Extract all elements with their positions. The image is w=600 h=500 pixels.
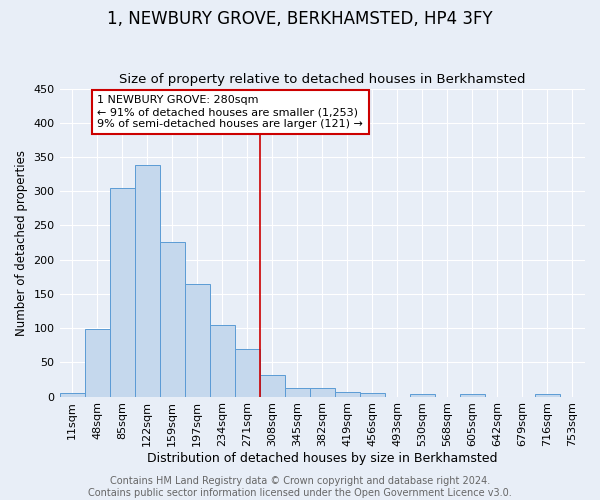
Bar xyxy=(410,394,435,396)
X-axis label: Distribution of detached houses by size in Berkhamsted: Distribution of detached houses by size … xyxy=(147,452,497,465)
Bar xyxy=(59,393,85,396)
Text: Contains HM Land Registry data © Crown copyright and database right 2024.
Contai: Contains HM Land Registry data © Crown c… xyxy=(88,476,512,498)
Bar xyxy=(209,324,235,396)
Text: 1, NEWBURY GROVE, BERKHAMSTED, HP4 3FY: 1, NEWBURY GROVE, BERKHAMSTED, HP4 3FY xyxy=(107,10,493,28)
Bar xyxy=(85,329,110,396)
Bar xyxy=(185,284,209,397)
Title: Size of property relative to detached houses in Berkhamsted: Size of property relative to detached ho… xyxy=(119,73,526,86)
Bar xyxy=(335,392,360,396)
Bar xyxy=(360,393,385,396)
Bar xyxy=(310,388,335,396)
Bar xyxy=(160,242,185,396)
Bar xyxy=(285,388,310,396)
Bar xyxy=(460,394,485,396)
Bar xyxy=(235,348,260,397)
Bar xyxy=(535,394,560,396)
Bar xyxy=(134,165,160,396)
Bar xyxy=(260,374,285,396)
Text: 1 NEWBURY GROVE: 280sqm
← 91% of detached houses are smaller (1,253)
9% of semi-: 1 NEWBURY GROVE: 280sqm ← 91% of detache… xyxy=(97,96,363,128)
Bar xyxy=(110,188,134,396)
Y-axis label: Number of detached properties: Number of detached properties xyxy=(15,150,28,336)
